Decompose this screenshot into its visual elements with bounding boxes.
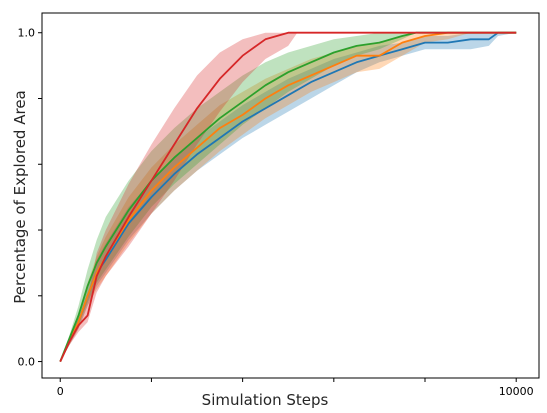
y-tick-label: 1.0 [18, 27, 36, 40]
x-tick-label: 0 [57, 385, 64, 398]
series-4-line [59, 31, 517, 362]
series-lines [59, 31, 517, 362]
confidence-bands [60, 32, 517, 362]
x-axis-label: Simulation Steps [202, 391, 329, 409]
series-2-line [59, 31, 517, 362]
x-tick-label: 10000 [499, 385, 534, 398]
x-axis-ticks: 0 10000 [57, 378, 534, 398]
series-4-band [60, 32, 517, 362]
plot-frame [41, 12, 540, 379]
y-tick-label: 0.0 [18, 356, 36, 369]
series-3-line [59, 31, 517, 362]
y-axis-label: Percentage of Explored Area [11, 90, 29, 303]
y-axis-ticks: 0.0 1.0 [18, 27, 42, 369]
